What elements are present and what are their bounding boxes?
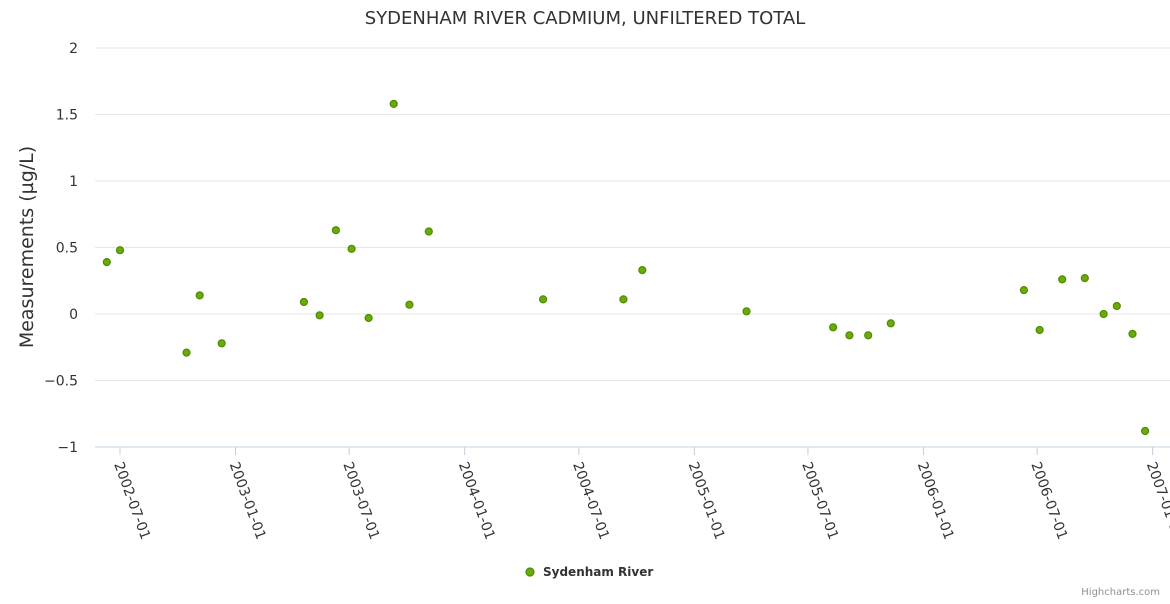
data-point[interactable] (1128, 329, 1137, 338)
data-point[interactable] (331, 226, 340, 235)
data-point[interactable] (1035, 325, 1044, 335)
data-point[interactable] (115, 246, 125, 255)
data-point[interactable] (742, 307, 751, 316)
y-tick-label: 2 (69, 41, 78, 57)
data-point[interactable] (217, 339, 226, 348)
data-point[interactable] (638, 266, 647, 275)
x-tick-label: 2005-01-01 (685, 460, 728, 542)
x-axis-ticks: 2002-07-01 2003-01-01 2003-07-01 2004-01-01… (110, 447, 1170, 542)
data-point[interactable] (347, 244, 356, 253)
legend-marker-sydenham-river (525, 567, 535, 577)
data-point[interactable] (864, 331, 873, 340)
y-tick-label: −1 (57, 440, 78, 456)
data-point[interactable] (405, 300, 414, 309)
legend[interactable]: Sydenham River (525, 565, 653, 579)
x-tick-label: 2006-01-01 (914, 460, 957, 542)
data-point[interactable] (182, 348, 191, 357)
chart-title: SYDENHAM RIVER CADMIUM, UNFILTERED TOTAL (365, 8, 805, 29)
x-tick-label: 2006-07-01 (1027, 460, 1070, 542)
y-axis-label: Measurements (µg/L) (16, 146, 38, 348)
data-point[interactable] (102, 258, 111, 267)
x-tick-label: 2003-07-01 (339, 460, 382, 542)
data-point[interactable] (424, 227, 433, 236)
data-point[interactable] (886, 319, 895, 328)
data-point[interactable] (845, 331, 854, 340)
grid-lines (95, 47, 1170, 381)
data-point[interactable] (1080, 274, 1089, 283)
data-point[interactable] (1140, 426, 1150, 436)
data-point[interactable] (538, 295, 548, 304)
data-point[interactable] (315, 311, 324, 320)
data-point[interactable] (1099, 309, 1108, 319)
x-tick-label: 2004-07-01 (569, 460, 612, 542)
y-axis-ticks: 2 1.5 1 0.5 0 −0.5 −1 (44, 41, 78, 456)
data-point[interactable] (1019, 286, 1029, 295)
x-tick-label: 2002-07-01 (110, 460, 153, 542)
x-tick-label: 2005-07-01 (798, 460, 841, 542)
y-tick-label: 0.5 (56, 241, 78, 257)
data-point[interactable] (299, 297, 308, 307)
y-tick-label: −0.5 (44, 374, 78, 390)
x-tick-label: 2003-01-01 (226, 460, 269, 542)
credits-link[interactable]: Highcharts.com (1081, 587, 1160, 598)
data-point[interactable] (619, 295, 628, 304)
data-point[interactable] (1112, 301, 1121, 311)
data-point[interactable] (195, 291, 204, 300)
legend-label-sydenham-river[interactable]: Sydenham River (543, 565, 653, 579)
y-tick-label: 1 (69, 174, 78, 190)
data-point[interactable] (389, 99, 398, 109)
x-tick-label: 2007-01-01 (1143, 460, 1170, 542)
y-tick-label: 1.5 (56, 108, 78, 124)
x-tick-label: 2004-01-01 (455, 460, 498, 542)
data-point[interactable] (828, 323, 838, 332)
data-points (102, 99, 1150, 436)
data-point[interactable] (1058, 275, 1067, 284)
y-tick-label: 0 (69, 307, 78, 323)
data-point[interactable] (364, 313, 373, 323)
